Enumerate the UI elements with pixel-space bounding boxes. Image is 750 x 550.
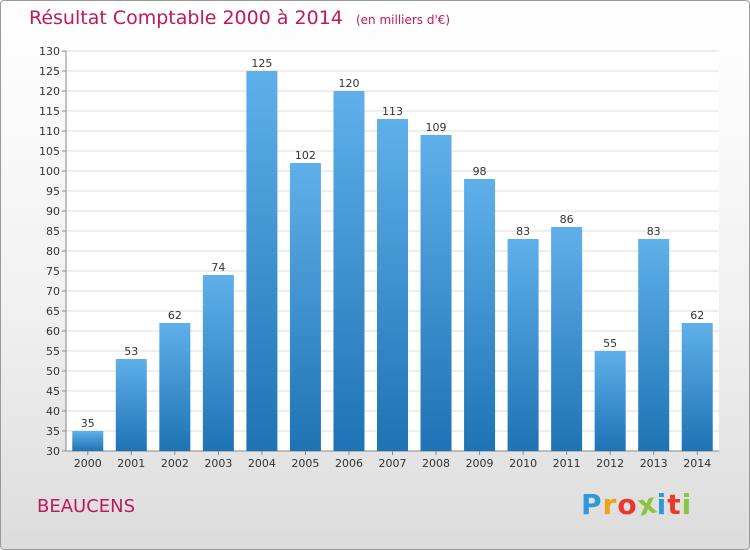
y-tick-label: 50 — [46, 365, 60, 378]
chart-title: Résultat Comptable 2000 à 2014 — [29, 7, 343, 29]
bar-value-label: 74 — [211, 261, 225, 274]
y-tick-label: 130 — [39, 45, 60, 58]
x-tick-label: 2004 — [248, 457, 276, 470]
x-tick-label: 2011 — [553, 457, 581, 470]
y-tick-label: 95 — [46, 185, 60, 198]
bar-value-label: 98 — [473, 165, 487, 178]
bar — [681, 323, 713, 451]
y-tick-label: 40 — [46, 405, 60, 418]
bar-value-label: 62 — [690, 309, 704, 322]
bar — [594, 351, 626, 451]
y-tick-label: 110 — [39, 125, 60, 138]
y-tick-label: 60 — [46, 325, 60, 338]
y-tick-label: 55 — [46, 345, 60, 358]
x-tick-label: 2010 — [509, 457, 537, 470]
x-tick-label: 2007 — [379, 457, 407, 470]
x-tick-label: 2008 — [422, 457, 450, 470]
logo-letter: i — [681, 488, 693, 521]
y-tick-label: 90 — [46, 205, 60, 218]
bar — [638, 239, 670, 451]
bar — [551, 227, 583, 451]
bar — [507, 239, 539, 451]
bar — [202, 275, 234, 451]
chart-subtitle: (en milliers d'€) — [355, 13, 451, 27]
y-tick-label: 75 — [46, 265, 60, 278]
y-tick-label: 70 — [46, 285, 60, 298]
bar — [289, 163, 321, 451]
x-tick-label: 2003 — [204, 457, 232, 470]
y-tick-label: 80 — [46, 245, 60, 258]
x-tick-label: 2009 — [466, 457, 494, 470]
bar-value-label: 102 — [295, 149, 316, 162]
bar — [333, 91, 365, 451]
bar-value-label: 35 — [81, 417, 95, 430]
bar-value-label: 109 — [426, 121, 447, 134]
x-tick-label: 2002 — [161, 457, 189, 470]
x-tick-label: 2012 — [596, 457, 624, 470]
bar-value-label: 62 — [168, 309, 182, 322]
y-tick-label: 45 — [46, 385, 60, 398]
y-tick-label: 115 — [39, 105, 60, 118]
bar-value-label: 113 — [382, 105, 403, 118]
y-tick-label: 35 — [46, 425, 60, 438]
logo-letter: i — [656, 488, 668, 521]
logo-letter: o — [617, 488, 638, 521]
x-tick-label: 2013 — [640, 457, 668, 470]
x-tick-label: 2006 — [335, 457, 363, 470]
bar-value-label: 125 — [251, 57, 272, 70]
bar-value-label: 55 — [603, 337, 617, 350]
bar — [246, 71, 278, 451]
bar-value-label: 120 — [338, 77, 359, 90]
y-tick-label: 85 — [46, 225, 60, 238]
logo-letter: t — [667, 488, 682, 521]
y-tick-label: 100 — [39, 165, 60, 178]
logo-letter: r — [602, 488, 618, 521]
x-tick-label: 2005 — [291, 457, 319, 470]
x-tick-label: 2000 — [74, 457, 102, 470]
y-tick-label: 125 — [39, 65, 60, 78]
x-tick-label: 2001 — [117, 457, 145, 470]
bar-value-label: 53 — [124, 345, 138, 358]
y-tick-label: 30 — [46, 445, 60, 458]
bar — [377, 119, 408, 451]
bar-value-label: 86 — [560, 213, 574, 226]
bar — [115, 359, 147, 451]
commune-name: BEAUCENS — [37, 496, 136, 517]
bar — [72, 431, 104, 451]
logo-letter: P — [581, 488, 603, 521]
bar — [464, 179, 496, 451]
y-tick-label: 120 — [39, 85, 60, 98]
proxiti-logo: Proxiti — [581, 486, 693, 522]
chart-title-block: Résultat Comptable 2000 à 2014 (en milli… — [29, 7, 450, 29]
bar-value-label: 83 — [516, 225, 530, 238]
bar-value-label: 83 — [647, 225, 661, 238]
x-tick-label: 2014 — [683, 457, 711, 470]
y-tick-label: 105 — [39, 145, 60, 158]
bar — [420, 135, 452, 451]
bar — [159, 323, 191, 451]
y-tick-label: 65 — [46, 305, 60, 318]
